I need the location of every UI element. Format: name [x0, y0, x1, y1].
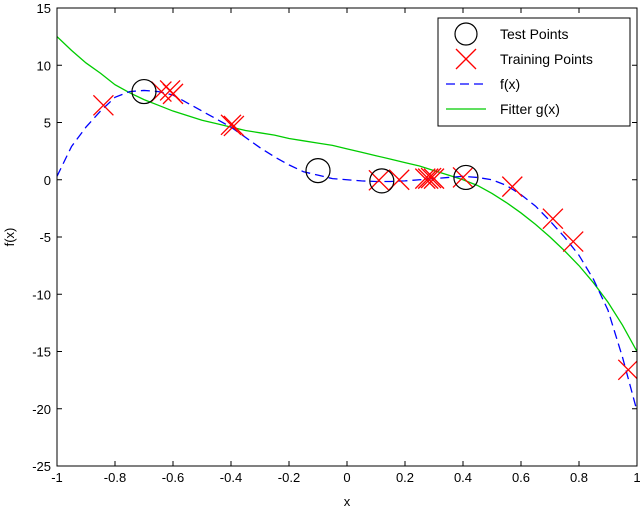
x-tick-label: 1: [633, 470, 640, 485]
training-point: [542, 208, 564, 230]
x-axis-label: x: [344, 494, 351, 509]
training-point: [423, 168, 445, 190]
legend-box: [437, 17, 631, 127]
x-tick-label: -1: [51, 470, 63, 485]
test-point: [369, 168, 395, 194]
series-line-gx: [57, 36, 637, 352]
y-tick-label: 15: [37, 1, 51, 16]
x-tick-label: 0.8: [570, 470, 588, 485]
y-tick-label: -25: [32, 459, 51, 474]
series-line-fx: [57, 89, 637, 412]
training-point: [417, 168, 439, 190]
y-tick-label: -20: [32, 402, 51, 417]
y-tick-label: -15: [32, 345, 51, 360]
x-tick-label: 0.2: [396, 470, 414, 485]
test-point: [131, 78, 157, 105]
axes-layer: -1 -0.8 -0.6 -0.4 -0.2 0 0.2 0.4 0.6 0.8 1 -25 -20 -1…: [32, 1, 640, 485]
legend: Test Points Training Points f(x) Fitter g(x…: [437, 17, 631, 127]
training-point: [414, 168, 436, 190]
x-tick-label: -0.2: [278, 470, 300, 485]
training-point: [501, 176, 523, 198]
y-tick-label: 0: [44, 173, 51, 188]
y-tick-label: 5: [44, 116, 51, 131]
x-tick-label: 0.4: [454, 470, 472, 485]
legend-entry: Test Points: [454, 22, 568, 46]
training-point: [223, 115, 245, 137]
y-tick-label: 10: [37, 58, 51, 73]
training-point: [92, 94, 114, 116]
legend-entry: Fitter g(x): [446, 101, 560, 117]
x-tick-label: -0.4: [220, 470, 242, 485]
test-point: [453, 164, 479, 191]
legend-symbol-circle: [454, 22, 478, 46]
y-axis-label: f(x): [2, 228, 17, 247]
training-point: [420, 167, 442, 189]
legend-entry: Training Points: [455, 48, 593, 70]
x-tick-label: -0.6: [162, 470, 184, 485]
training-point: [617, 359, 637, 381]
x-tick-label: 0.6: [512, 470, 530, 485]
test-point: [305, 157, 331, 184]
training-point: [220, 114, 242, 136]
legend-label: Training Points: [500, 51, 593, 67]
y-tick-label: -5: [39, 230, 51, 245]
legend-symbol-x: [455, 48, 477, 70]
x-tick-label: -0.8: [104, 470, 126, 485]
legend-entry: f(x): [446, 76, 520, 92]
legend-label: f(x): [500, 76, 520, 92]
training-point: [162, 83, 184, 105]
x-tick-label: 0: [343, 470, 350, 485]
legend-label: Fitter g(x): [500, 101, 560, 117]
legend-label: Test Points: [500, 26, 568, 42]
training-point: [562, 231, 584, 253]
y-tick-label: -10: [32, 287, 51, 302]
series-layer: [57, 36, 637, 412]
